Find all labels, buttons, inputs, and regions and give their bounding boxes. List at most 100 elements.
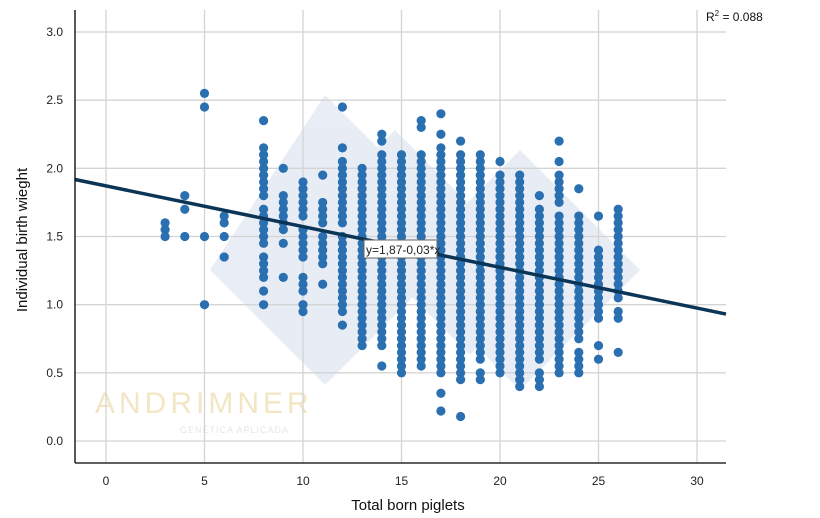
data-point	[613, 265, 623, 276]
data-point	[593, 252, 604, 262]
data-point	[436, 313, 446, 323]
data-point	[416, 225, 426, 235]
data-point	[416, 327, 426, 337]
data-point	[515, 279, 525, 289]
data-point	[416, 191, 426, 201]
data-point	[515, 313, 525, 323]
data-point	[436, 340, 446, 351]
data-point	[495, 293, 505, 303]
data-point	[456, 150, 466, 160]
data-point	[456, 184, 466, 194]
data-point	[574, 334, 584, 344]
data-point	[416, 156, 426, 167]
data-point	[436, 163, 446, 173]
data-point	[298, 300, 308, 310]
data-point	[259, 143, 269, 153]
data-point	[574, 361, 584, 371]
data-point	[574, 225, 584, 235]
data-point	[298, 197, 308, 208]
data-point	[456, 327, 466, 337]
x-tick-label: 15	[395, 474, 409, 488]
y-tick-label: 1.0	[46, 298, 63, 312]
data-point	[475, 191, 485, 201]
data-point	[515, 245, 525, 255]
data-point	[475, 340, 485, 351]
data-point	[416, 184, 426, 194]
data-point	[456, 238, 466, 248]
data-point	[337, 279, 347, 289]
data-point	[278, 238, 288, 248]
data-point	[534, 231, 545, 242]
data-point	[357, 259, 367, 269]
data-point	[534, 381, 545, 392]
data-point	[613, 211, 623, 221]
data-point	[534, 313, 545, 323]
data-point	[357, 170, 367, 180]
data-point	[456, 306, 466, 317]
data-point	[298, 279, 308, 289]
data-point	[357, 320, 367, 330]
data-point	[259, 272, 269, 282]
data-point	[515, 375, 525, 385]
data-point	[436, 109, 446, 119]
data-point	[574, 184, 584, 194]
data-point	[199, 300, 210, 310]
data-point	[357, 327, 367, 337]
data-point	[515, 252, 525, 262]
data-point	[554, 340, 564, 351]
data-point	[456, 170, 466, 180]
data-point	[357, 334, 367, 344]
data-point	[436, 293, 446, 303]
data-point	[554, 354, 564, 364]
data-point	[318, 279, 328, 289]
data-point	[436, 197, 446, 208]
data-point	[475, 170, 485, 180]
y-tick-label: 1.5	[46, 230, 63, 244]
data-point	[495, 211, 505, 221]
data-point	[574, 211, 584, 221]
data-point	[613, 225, 623, 235]
data-point	[495, 177, 505, 187]
data-point	[613, 204, 623, 214]
data-point	[337, 320, 347, 330]
data-point	[357, 272, 367, 282]
x-tick-label: 0	[103, 474, 110, 488]
data-point	[357, 306, 367, 317]
data-point	[219, 211, 229, 221]
data-point	[337, 211, 347, 221]
data-point	[456, 218, 466, 228]
data-point	[357, 265, 367, 276]
data-point	[337, 293, 347, 303]
watermark-tagline: GENÉTICA APLICADA	[180, 425, 289, 435]
data-point	[357, 279, 367, 289]
data-point	[495, 225, 505, 235]
data-point	[515, 231, 525, 242]
data-point	[377, 163, 387, 173]
data-point	[554, 327, 564, 337]
data-point	[436, 129, 446, 139]
data-point	[574, 252, 584, 262]
data-point	[396, 191, 407, 201]
data-point	[377, 136, 387, 146]
data-point	[554, 313, 564, 323]
data-point	[495, 361, 505, 371]
data-point	[278, 225, 288, 235]
data-point	[554, 245, 564, 255]
data-point	[377, 231, 387, 242]
data-point	[534, 204, 545, 214]
data-point	[298, 306, 308, 317]
data-point	[377, 313, 387, 323]
data-point	[396, 300, 407, 310]
data-point	[554, 238, 564, 248]
data-point	[534, 327, 545, 337]
data-point	[574, 320, 584, 330]
data-point	[357, 313, 367, 323]
data-point	[534, 211, 545, 221]
data-point	[259, 177, 269, 187]
data-point	[416, 204, 426, 214]
data-point	[337, 259, 347, 269]
data-point	[554, 334, 564, 344]
x-axis-label: Total born piglets	[351, 497, 464, 514]
data-point	[456, 211, 466, 221]
data-point	[475, 265, 485, 276]
